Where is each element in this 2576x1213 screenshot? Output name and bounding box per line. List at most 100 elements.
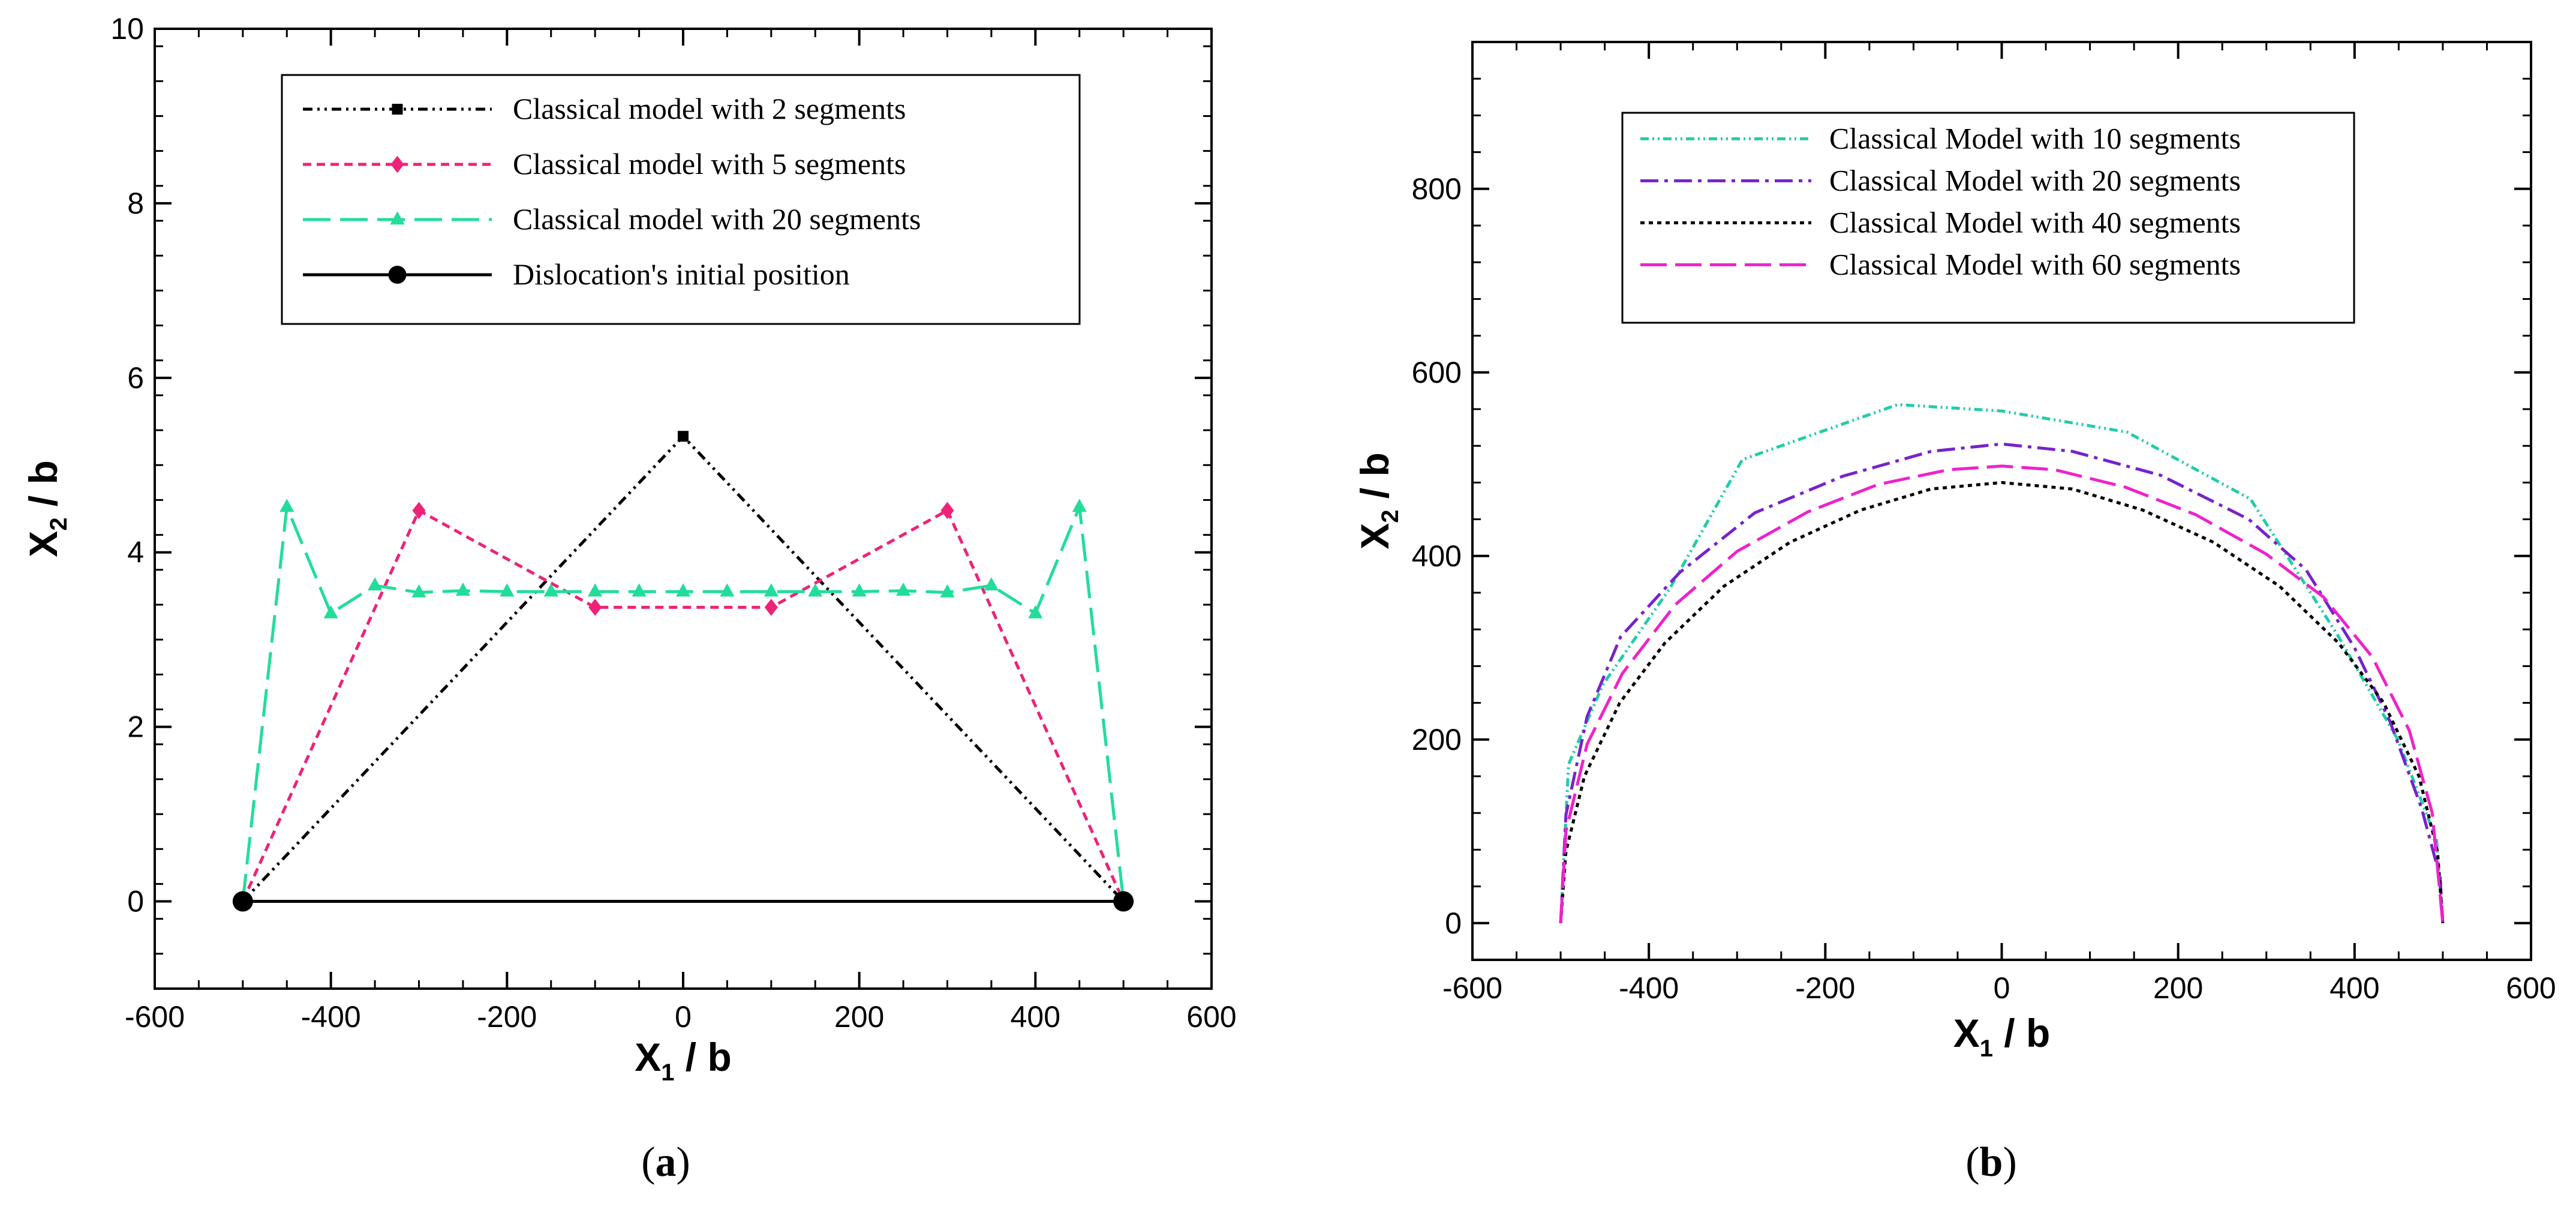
data-point xyxy=(392,104,403,115)
x-tick-labels: -600 -400 -200 0 200 400 600 xyxy=(1442,971,2556,1005)
data-point xyxy=(1072,499,1087,512)
legend-item: Classical Model with 20 segments xyxy=(1640,163,2241,197)
legend-item: Classical model with 2 segments xyxy=(303,92,906,125)
series-layer xyxy=(1559,403,2445,924)
series-line xyxy=(1559,442,2445,923)
data-point xyxy=(678,431,689,442)
data-point xyxy=(232,891,253,912)
data-point xyxy=(632,583,647,597)
legend-box xyxy=(281,74,1081,325)
y-tick-label: 200 xyxy=(1412,723,1462,756)
y-tick-label: 400 xyxy=(1412,539,1462,573)
data-point xyxy=(675,583,691,597)
legend: Classical model with 2 segments Classical… xyxy=(281,74,1081,325)
data-point xyxy=(323,605,338,618)
data-point xyxy=(411,584,426,598)
data-point xyxy=(500,583,515,597)
legend-item: Classical Model with 60 segments xyxy=(1640,247,2241,281)
x-tick-label: 400 xyxy=(2329,971,2379,1005)
legend-label: Classical model with 20 segments xyxy=(513,202,921,236)
chart-panel-a: -600 -400 -200 0 200 400 600 0 2 4 6 8 10 Classical… xyxy=(21,12,1237,1185)
y-tick-label: 6 xyxy=(127,361,144,395)
data-point xyxy=(279,499,294,512)
data-point xyxy=(764,599,778,616)
legend-item: Classical Model with 40 segments xyxy=(1640,205,2241,239)
legend-label: Classical Model with 60 segments xyxy=(1829,247,2241,281)
data-point xyxy=(1028,605,1043,618)
data-point xyxy=(455,582,471,596)
x-tick-label: -400 xyxy=(1619,971,1679,1005)
legend-label: Classical Model with 20 segments xyxy=(1829,163,2241,197)
series-2 xyxy=(1559,442,2445,923)
series-4 xyxy=(1559,464,2445,924)
x-tick-labels: -600 -400 -200 0 200 400 600 xyxy=(125,1000,1237,1034)
x-tick-label: 0 xyxy=(675,1000,692,1034)
data-point xyxy=(388,266,407,284)
y-tick-label: 600 xyxy=(1412,356,1462,389)
data-point xyxy=(984,577,999,591)
series-line xyxy=(241,509,1125,902)
data-point xyxy=(895,582,911,596)
series-layer xyxy=(232,431,1134,912)
panel-caption: (a) xyxy=(641,1139,690,1185)
y-axis-label: X2 / b xyxy=(1352,452,1403,550)
plot-frame xyxy=(154,28,1213,990)
y-tick-label: 0 xyxy=(127,885,144,918)
x-axis-label: X1 / b xyxy=(635,1035,732,1086)
series-line xyxy=(1559,464,2445,924)
legend-label: Classical Model with 40 segments xyxy=(1829,205,2241,239)
series-3 xyxy=(1559,481,2445,923)
y-tick-label: 2 xyxy=(127,710,144,744)
x-tick-label: -400 xyxy=(301,1000,361,1034)
x-tick-label: -600 xyxy=(125,1000,185,1034)
legend-label: Dislocation's initial position xyxy=(513,257,850,291)
y-tick-label: 4 xyxy=(127,536,144,569)
series-4 xyxy=(232,891,1134,912)
x-tick-label: 200 xyxy=(2153,971,2203,1005)
y-tick-label: 10 xyxy=(110,12,144,46)
data-point xyxy=(940,584,955,598)
legend-item: Classical Model with 10 segments xyxy=(1640,121,2241,155)
data-point xyxy=(412,502,426,520)
x-tick-label: 600 xyxy=(2506,971,2556,1005)
panel-caption: (b) xyxy=(1965,1139,2017,1185)
x-tick-label: 600 xyxy=(1186,1000,1236,1034)
data-point xyxy=(764,583,778,597)
plot-frame xyxy=(1471,41,2532,961)
data-point xyxy=(390,155,404,173)
y-tick-labels: 0 2 4 6 8 10 xyxy=(110,12,144,918)
chart-panel-b: -600 -400 -200 0 200 400 600 0 200 400 600 800 Cla… xyxy=(1352,41,2556,1185)
data-point xyxy=(720,583,735,597)
legend-item: Classical model with 20 segments xyxy=(303,202,921,236)
y-tick-labels: 0 200 400 600 800 xyxy=(1412,172,1462,940)
data-point xyxy=(588,583,603,597)
x-tick-label: 0 xyxy=(1994,971,2010,1005)
x-tick-label: -200 xyxy=(477,1000,537,1034)
legend-label: Classical model with 2 segments xyxy=(513,92,906,125)
data-point xyxy=(940,502,954,520)
data-point xyxy=(588,599,602,616)
legend-label: Classical Model with 10 segments xyxy=(1829,121,2241,155)
x-tick-label: 200 xyxy=(834,1000,884,1034)
data-point xyxy=(852,583,867,597)
data-point xyxy=(808,583,823,597)
legend: Classical Model with 10 segments Classica… xyxy=(1621,112,2355,324)
x-tick-label: 400 xyxy=(1011,1000,1060,1034)
legend-item: Classical model with 5 segments xyxy=(303,147,906,181)
data-point xyxy=(543,583,558,597)
y-tick-label: 0 xyxy=(1445,906,1462,940)
data-point xyxy=(1113,891,1134,912)
legend-item: Dislocation's initial position xyxy=(303,257,850,291)
x-tick-label: -600 xyxy=(1442,971,1502,1005)
data-point xyxy=(367,577,383,591)
y-axis-label: X2 / b xyxy=(21,460,72,557)
data-point xyxy=(390,211,405,225)
series-line xyxy=(1559,481,2445,923)
y-tick-label: 8 xyxy=(127,187,144,220)
legend-box xyxy=(1621,112,2355,324)
x-axis-label: X1 / b xyxy=(1953,1011,2051,1062)
legend-label: Classical model with 5 segments xyxy=(513,147,906,181)
y-tick-label: 800 xyxy=(1412,172,1462,206)
x-tick-label: -200 xyxy=(1795,971,1855,1005)
